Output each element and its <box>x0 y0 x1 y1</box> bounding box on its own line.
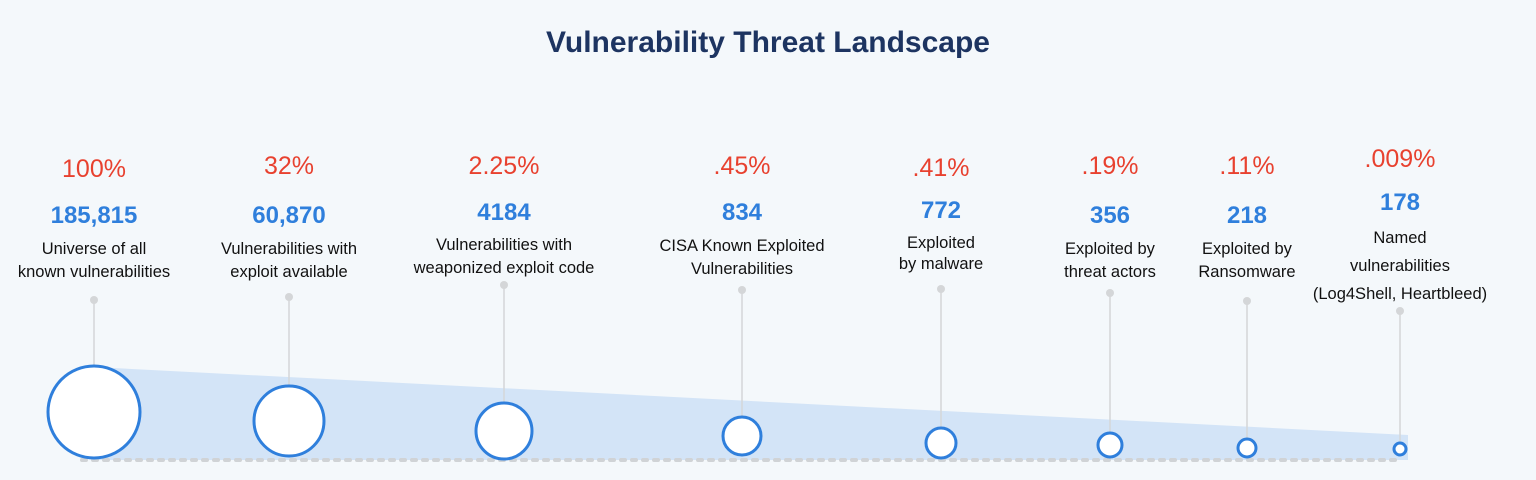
stage-label-line: vulnerabilities <box>1350 257 1450 275</box>
stage-count: 185,815 <box>50 202 138 229</box>
stage-label-line: Ransomware <box>1198 263 1296 281</box>
stage-label: Vulnerabilities with weaponized exploit c… <box>374 234 634 280</box>
stage-circle <box>1096 431 1124 459</box>
stage-circle <box>721 415 763 457</box>
stage-label-line: known vulnerabilities <box>17 263 171 281</box>
stage-label-line: weaponized exploit code <box>413 259 595 277</box>
funnel-fill <box>94 367 1408 460</box>
stage-percent: 2.25% <box>468 152 540 180</box>
stage-circle <box>924 426 958 460</box>
stage-label-line: Exploited by <box>1202 240 1292 258</box>
leader-dot <box>1243 297 1251 305</box>
stage-circle <box>46 364 142 460</box>
stage-circle <box>1236 437 1258 459</box>
stage-label: Exploited by threat actors <box>980 238 1240 284</box>
stage-label: CISA Known Exploited Vulnerabilities <box>612 235 872 281</box>
stage-label-line: threat actors <box>1064 263 1156 281</box>
stage-label-line: Vulnerabilities with <box>220 240 358 258</box>
stage-percent: 100% <box>62 155 126 183</box>
stage-label: Exploited by malware <box>811 233 1071 275</box>
stage-circle <box>474 401 534 461</box>
stage-percent: .19% <box>1081 152 1139 180</box>
stage-label: Exploited by Ransomware <box>1117 238 1377 284</box>
stage-percent: .11% <box>1219 152 1275 180</box>
stage-count: 834 <box>721 199 763 226</box>
stage-count: 60,870 <box>252 202 326 229</box>
stage-circle <box>252 384 326 458</box>
stage-count: 218 <box>1226 202 1268 229</box>
stage-label-line: CISA Known Exploited <box>659 237 825 255</box>
leader-dot <box>285 293 293 301</box>
stage-label-line: exploit available <box>230 263 348 281</box>
leader-dot <box>90 296 98 304</box>
leader-dot <box>500 281 508 289</box>
stage-label-line: (Log4Shell, Heartbleed) <box>1312 285 1488 303</box>
stage-label-line: Exploited by <box>1065 240 1155 258</box>
stage-percent: 32% <box>263 152 315 180</box>
stage-label-line: Named <box>1373 229 1427 247</box>
stage-label: Vulnerabilities with exploit available <box>159 238 419 284</box>
stage-count: 772 <box>920 197 962 224</box>
stage-circle <box>1392 441 1408 457</box>
stage-label-line: Vulnerabilities <box>690 260 794 278</box>
stage-percent: .45% <box>713 152 771 180</box>
leader-dot <box>738 286 746 294</box>
stage-count: 356 <box>1089 202 1131 229</box>
stage-label-line: Vulnerabilities with <box>435 236 573 254</box>
stage-label-line: by malware <box>898 255 984 273</box>
stage-count: 178 <box>1379 189 1421 216</box>
stage-percent: .009% <box>1364 145 1436 173</box>
stage-label-line: Exploited <box>907 234 975 252</box>
stage-label: Universe of all known vulnerabilities <box>0 238 224 284</box>
leader-dot <box>1396 307 1404 315</box>
stage-label-line: Universe of all <box>41 240 147 258</box>
stage-percent: .41% <box>912 154 970 182</box>
leader-dot <box>937 285 945 293</box>
infographic-title: Vulnerability Threat Landscape <box>545 26 990 59</box>
stage-count: 4184 <box>477 199 531 226</box>
stage-label: Named vulnerabilities (Log4Shell, Heartble… <box>1270 224 1530 308</box>
leader-dot <box>1106 289 1114 297</box>
